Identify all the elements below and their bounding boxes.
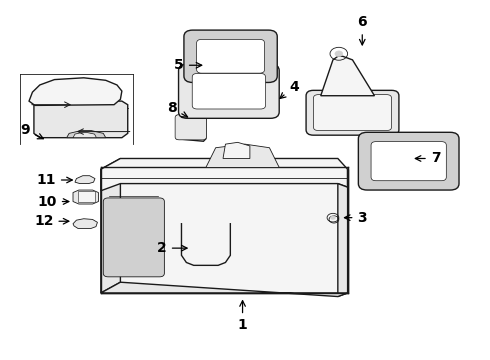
FancyBboxPatch shape bbox=[314, 95, 392, 131]
Polygon shape bbox=[29, 78, 122, 105]
Text: 7: 7 bbox=[416, 152, 441, 166]
Polygon shape bbox=[73, 190, 98, 204]
Polygon shape bbox=[73, 219, 98, 228]
Text: 5: 5 bbox=[174, 58, 202, 72]
Polygon shape bbox=[101, 158, 347, 191]
Text: 11: 11 bbox=[36, 173, 72, 187]
Text: 8: 8 bbox=[167, 101, 188, 117]
Polygon shape bbox=[206, 144, 279, 167]
Polygon shape bbox=[34, 101, 128, 138]
Polygon shape bbox=[101, 158, 121, 293]
FancyBboxPatch shape bbox=[358, 132, 459, 190]
FancyBboxPatch shape bbox=[306, 90, 399, 135]
Polygon shape bbox=[73, 133, 97, 138]
Text: 3: 3 bbox=[344, 211, 367, 225]
Polygon shape bbox=[101, 169, 347, 293]
Circle shape bbox=[335, 51, 343, 57]
Text: 9: 9 bbox=[20, 123, 43, 139]
Text: 4: 4 bbox=[280, 80, 299, 98]
FancyBboxPatch shape bbox=[175, 115, 206, 140]
Polygon shape bbox=[67, 131, 106, 138]
Polygon shape bbox=[338, 169, 347, 297]
FancyBboxPatch shape bbox=[178, 64, 279, 118]
Polygon shape bbox=[101, 282, 347, 297]
Text: 10: 10 bbox=[37, 194, 69, 208]
Polygon shape bbox=[223, 142, 250, 158]
Polygon shape bbox=[176, 116, 206, 141]
Text: 12: 12 bbox=[34, 214, 69, 228]
FancyBboxPatch shape bbox=[184, 30, 277, 82]
FancyBboxPatch shape bbox=[196, 40, 265, 73]
Text: 6: 6 bbox=[357, 15, 367, 45]
Text: 2: 2 bbox=[157, 241, 187, 255]
Polygon shape bbox=[78, 192, 95, 202]
Text: 1: 1 bbox=[238, 301, 247, 332]
FancyBboxPatch shape bbox=[192, 73, 266, 109]
Polygon shape bbox=[75, 176, 95, 184]
Polygon shape bbox=[181, 223, 230, 265]
FancyBboxPatch shape bbox=[103, 198, 164, 277]
FancyBboxPatch shape bbox=[371, 141, 446, 181]
Polygon shape bbox=[321, 56, 374, 96]
Circle shape bbox=[331, 216, 335, 220]
